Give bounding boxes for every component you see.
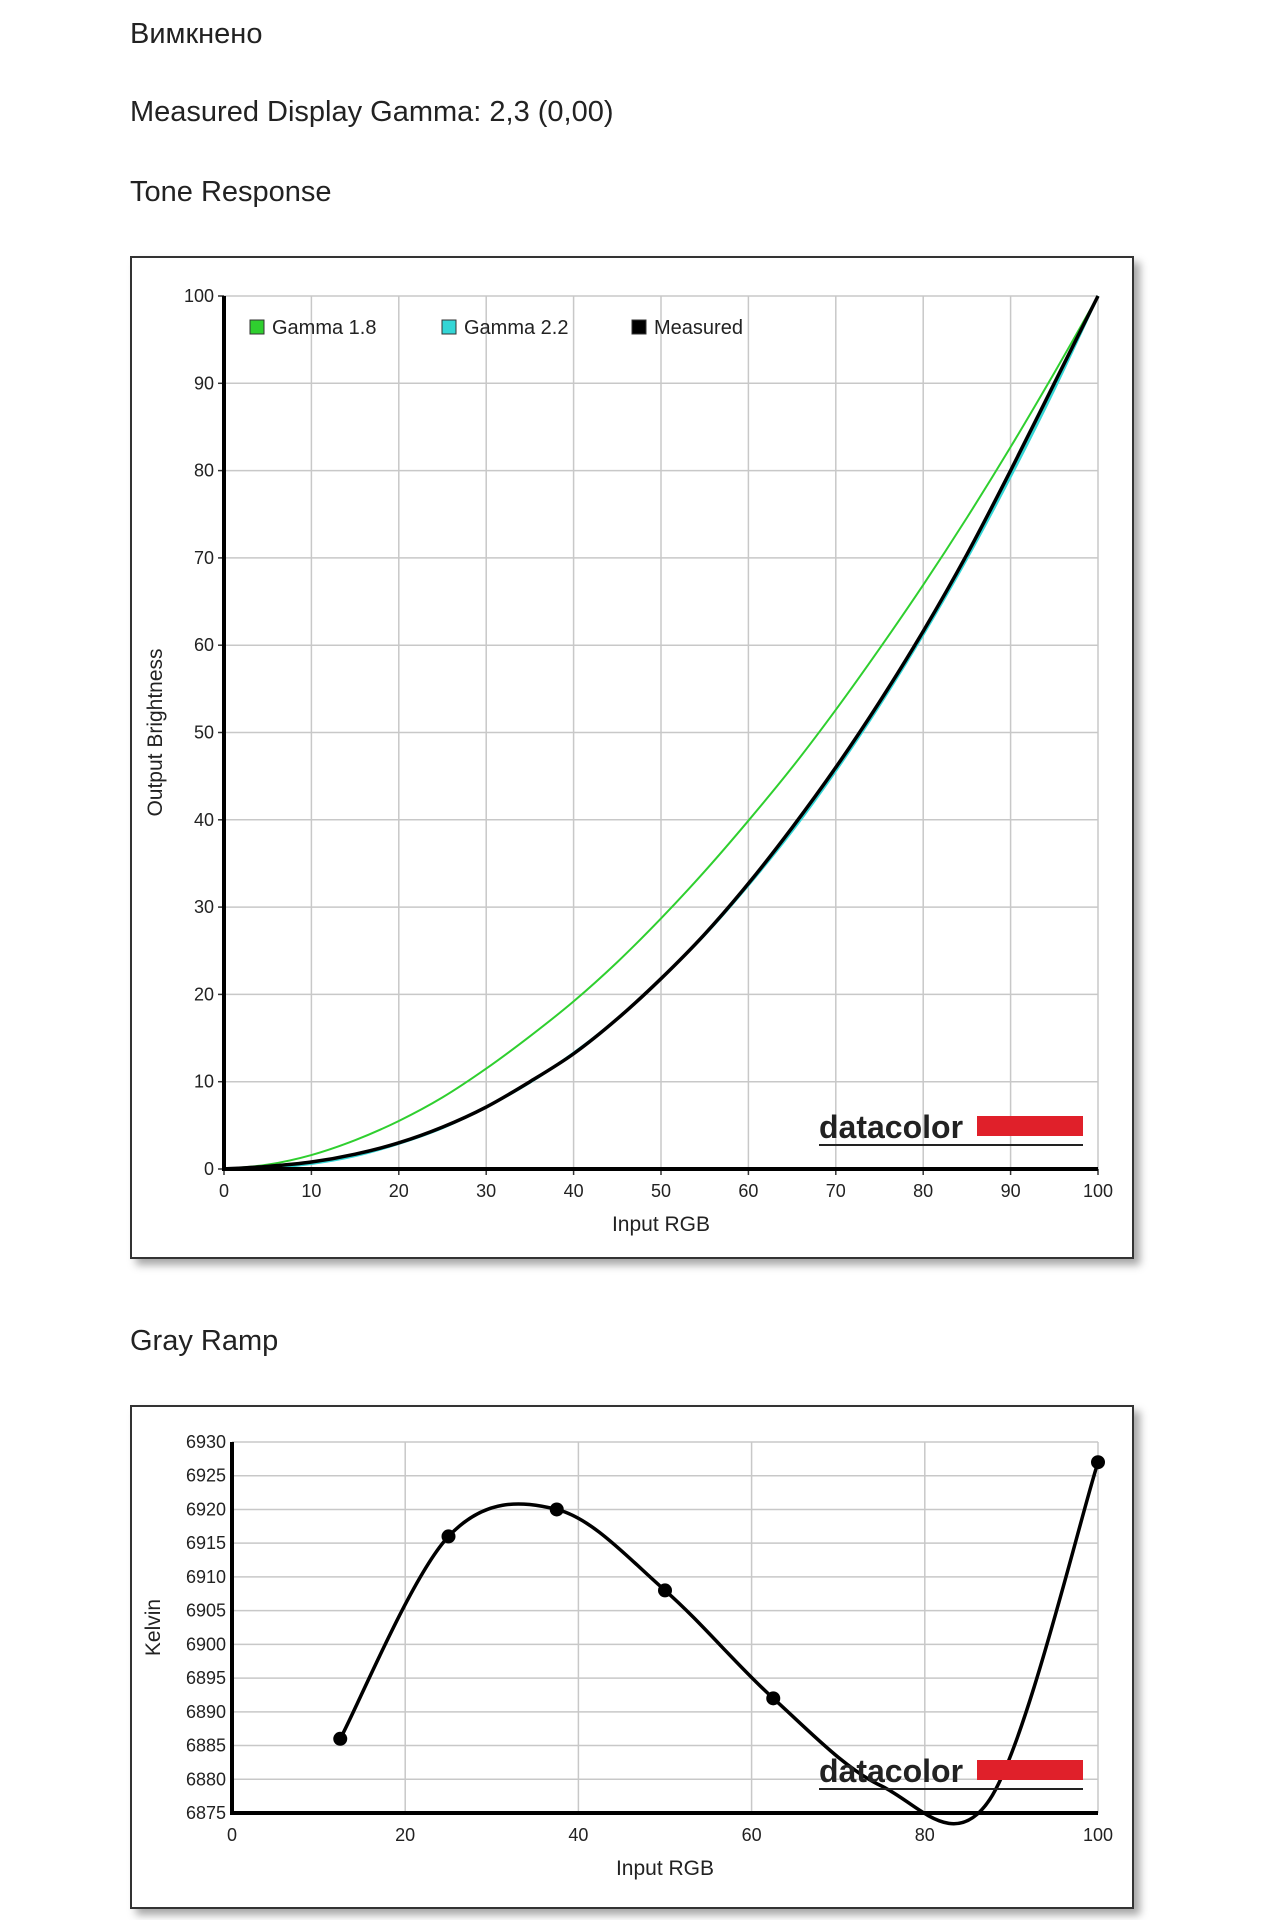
tone-legend-swatch bbox=[631, 319, 647, 335]
gray-datacolor-logo: datacolor bbox=[819, 1753, 963, 1789]
tone-y-tick-label: 90 bbox=[194, 373, 214, 393]
tone-y-tick-label: 20 bbox=[194, 984, 214, 1004]
gray-x-tick-label: 0 bbox=[227, 1825, 237, 1845]
gray-x-tick-label: 20 bbox=[395, 1825, 415, 1845]
tone-legend-label: Gamma 1.8 bbox=[272, 317, 376, 339]
gray-y-tick-label: 6925 bbox=[186, 1466, 226, 1486]
gray-y-tick-label: 6890 bbox=[186, 1702, 226, 1722]
tone-y-tick-label: 30 bbox=[194, 897, 214, 917]
gray-ramp-chart: 0 20 40 60 80 100 6875 6880 6885 6890 6895 6900 6905… bbox=[142, 1432, 1113, 1880]
gray-ramp-chart-panel: 0 20 40 60 80 100 6875 6880 6885 6890 6895 6900 6905… bbox=[130, 1405, 1134, 1909]
tone-legend-swatch bbox=[441, 319, 457, 335]
tone-response-chart-panel: 0 10 20 30 40 50 60 70 80 90 100 0 10 20 30 40 50 60 70 80 9… bbox=[130, 256, 1134, 1259]
tone-x-tick-label: 20 bbox=[389, 1181, 409, 1201]
gray-x-axis-title: Input RGB bbox=[616, 1857, 714, 1880]
tone-y-axis-title: Output Brightness bbox=[144, 648, 167, 816]
gray-y-tick-label: 6930 bbox=[186, 1432, 226, 1452]
tone-y-tick-label: 70 bbox=[194, 548, 214, 568]
tone-x-axis-title: Input RGB bbox=[612, 1213, 710, 1236]
gray-logo-red-bar bbox=[977, 1760, 1083, 1780]
tone-datacolor-logo: datacolor bbox=[819, 1109, 963, 1145]
tone-legend-label: Gamma 2.2 bbox=[464, 317, 568, 339]
gray-data-point bbox=[1091, 1455, 1105, 1470]
tone-legend-label: Measured bbox=[654, 317, 743, 339]
tone-series-line-measured bbox=[223, 295, 1100, 1171]
gray-data-point bbox=[658, 1583, 672, 1598]
tone-x-tick-label: 10 bbox=[301, 1181, 321, 1201]
status-text: Вимкнено bbox=[130, 18, 263, 50]
tone-x-tick-label: 60 bbox=[738, 1181, 758, 1201]
gray-y-tick-label: 6920 bbox=[186, 1499, 226, 1519]
tone-x-tick-label: 100 bbox=[1083, 1181, 1113, 1201]
gray-y-tick-label: 6915 bbox=[186, 1533, 226, 1553]
tone-legend-swatch bbox=[249, 319, 265, 335]
gray-data-point bbox=[549, 1502, 564, 1517]
gray-data-point bbox=[333, 1731, 348, 1746]
gray-x-tick-label: 80 bbox=[915, 1825, 935, 1845]
gray-ramp-heading: Gray Ramp bbox=[130, 1325, 279, 1357]
gray-y-axis-title: Kelvin bbox=[142, 1599, 165, 1656]
gray-y-tick-label: 6885 bbox=[186, 1736, 226, 1756]
gray-y-tick-label: 6900 bbox=[186, 1634, 226, 1654]
tone-y-tick-label: 40 bbox=[194, 810, 214, 830]
gray-y-tick-label: 6895 bbox=[186, 1668, 226, 1688]
tone-x-tick-label: 40 bbox=[564, 1181, 584, 1201]
tone-y-tick-label: 100 bbox=[184, 286, 214, 306]
gray-y-tick-label: 6875 bbox=[186, 1803, 226, 1823]
gray-y-tick-label: 6880 bbox=[186, 1769, 226, 1789]
gray-x-tick-label: 60 bbox=[742, 1825, 762, 1845]
tone-series-line-gamma-1-8 bbox=[223, 295, 1099, 1170]
tone-x-tick-label: 0 bbox=[219, 1181, 229, 1201]
tone-y-tick-label: 0 bbox=[204, 1159, 214, 1179]
tone-y-tick-label: 10 bbox=[194, 1072, 214, 1092]
gray-x-tick-label: 40 bbox=[568, 1825, 588, 1845]
tone-x-tick-label: 50 bbox=[651, 1181, 671, 1201]
gray-data-point bbox=[766, 1691, 781, 1706]
tone-x-tick-label: 90 bbox=[1001, 1181, 1021, 1201]
tone-logo-red-bar bbox=[977, 1116, 1083, 1136]
tone-y-tick-label: 50 bbox=[194, 723, 214, 743]
tone-x-tick-label: 30 bbox=[476, 1181, 496, 1201]
tone-x-tick-label: 80 bbox=[913, 1181, 933, 1201]
gray-y-tick-label: 6910 bbox=[186, 1567, 226, 1587]
tone-y-tick-label: 80 bbox=[194, 461, 214, 481]
tone-x-tick-label: 70 bbox=[826, 1181, 846, 1201]
tone-y-tick-label: 60 bbox=[194, 635, 214, 655]
tone-response-chart: 0 10 20 30 40 50 60 70 80 90 100 0 10 20 30 40 50 60 70 80 9… bbox=[144, 286, 1113, 1236]
gray-data-point bbox=[441, 1529, 456, 1544]
gray-y-tick-label: 6905 bbox=[186, 1601, 226, 1621]
tone-response-heading: Tone Response bbox=[130, 176, 332, 208]
gray-x-tick-label: 100 bbox=[1083, 1825, 1113, 1845]
measured-gamma-text: Measured Display Gamma: 2,3 (0,00) bbox=[130, 96, 614, 128]
